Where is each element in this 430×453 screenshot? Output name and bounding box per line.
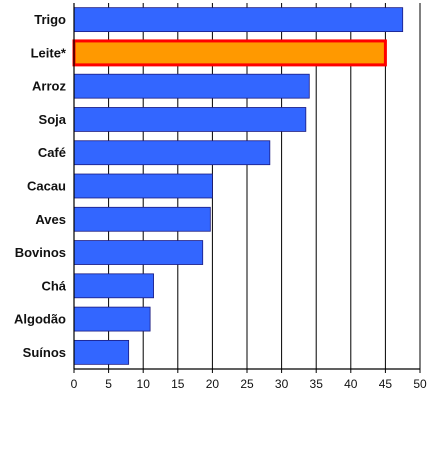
bar-suinos xyxy=(73,339,130,365)
category-label-cha: Chá xyxy=(41,278,66,293)
bar-soja xyxy=(73,107,307,132)
x-tick-label-40: 40 xyxy=(344,377,358,391)
category-label-arroz: Arroz xyxy=(32,79,66,94)
category-labels: Trigo Leite* Arroz Soja Café Cacau Aves Bovinos… xyxy=(14,12,67,360)
x-axis-ticks: 0 5 10 15 20 25 30 35 40 45 50 xyxy=(71,369,427,391)
category-label-algodao: Algodão xyxy=(14,312,66,327)
x-tick-label-25: 25 xyxy=(240,377,254,391)
x-tick-label-0: 0 xyxy=(71,377,78,391)
bar-algodao xyxy=(73,306,151,332)
x-tick-label-45: 45 xyxy=(379,377,393,391)
bars xyxy=(72,7,404,365)
bar-bovinos xyxy=(73,240,204,265)
category-label-leite: Leite* xyxy=(31,45,67,60)
category-label-cafe: Café xyxy=(38,145,66,160)
category-label-soja: Soja xyxy=(39,112,67,127)
bar-cha xyxy=(73,273,154,299)
bar-leite xyxy=(72,39,387,67)
x-tick-label-30: 30 xyxy=(275,377,289,391)
x-tick-label-20: 20 xyxy=(206,377,220,391)
x-tick-label-50: 50 xyxy=(413,377,427,391)
category-label-trigo: Trigo xyxy=(34,12,66,27)
x-tick-label-35: 35 xyxy=(310,377,324,391)
x-tick-label-5: 5 xyxy=(105,377,112,391)
bar-arroz xyxy=(73,73,310,99)
category-label-aves: Aves xyxy=(35,212,66,227)
category-label-cacau: Cacau xyxy=(27,179,66,194)
x-tick-label-15: 15 xyxy=(171,377,185,391)
bar-cacau xyxy=(73,173,213,199)
bar-trigo xyxy=(73,7,404,33)
bar-aves xyxy=(73,206,211,232)
bar-cafe xyxy=(73,140,271,166)
x-tick-label-10: 10 xyxy=(137,377,151,391)
category-label-bovinos: Bovinos xyxy=(15,245,66,260)
category-label-suinos: Suínos xyxy=(23,345,66,360)
